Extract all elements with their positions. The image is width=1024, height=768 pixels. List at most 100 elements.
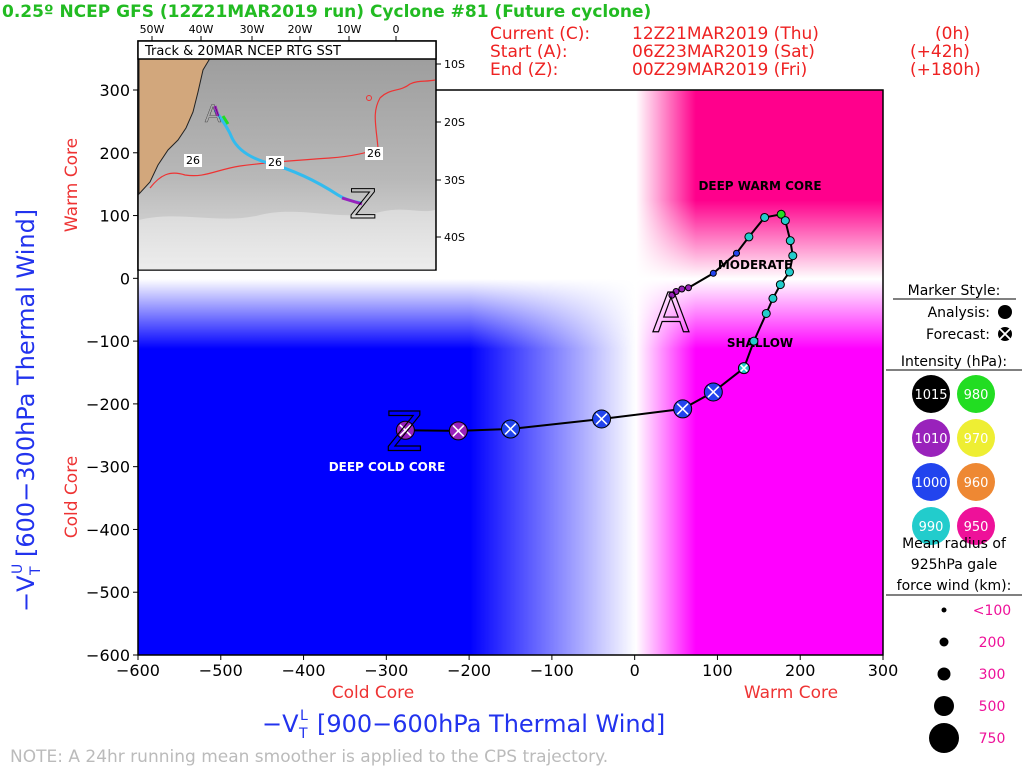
radius-item: 300: [937, 667, 1006, 683]
track-point: [448, 421, 468, 441]
track-point: [501, 419, 520, 439]
radius-title-1: Mean radius of: [902, 536, 1007, 552]
x-tick-label: 300: [868, 661, 899, 680]
svg-text:−V: −V: [262, 710, 299, 738]
analysis-marker: [998, 305, 1012, 319]
inset-lat-label: 10S: [444, 58, 465, 71]
x-axis-title: −V T L [900−600hPa Thermal Wind]: [262, 708, 665, 742]
intensity-item: 1010: [912, 419, 950, 457]
current-date: 12Z21MAR2019 (Thu): [632, 24, 819, 44]
analysis-label: Analysis:: [928, 305, 990, 321]
radius-label: <100: [973, 603, 1011, 619]
x-tick-label: 100: [702, 661, 733, 680]
intensity-item: 1000: [912, 463, 950, 501]
svg-text:T: T: [28, 566, 44, 576]
x-tick-label: −600: [116, 661, 160, 680]
inset-sst-label: 26: [268, 156, 282, 169]
x-warm-core-label: Warm Core: [744, 683, 838, 703]
intensity-label: 1010: [914, 432, 947, 447]
track-point: [780, 216, 790, 226]
intensity-title: Intensity (hPa):: [901, 354, 1007, 370]
svg-text:[900−600hPa Thermal Wind]: [900−600hPa Thermal Wind]: [317, 710, 665, 738]
current-offset: (0h): [935, 24, 970, 44]
plot-frame: [137, 89, 884, 656]
inset-sst-label: 26: [186, 154, 200, 167]
inset-lon-ticks: 50W 40W 30W 20W 10W 0: [140, 23, 400, 41]
track-point: [775, 280, 785, 290]
intensity-item: 990: [912, 507, 950, 545]
track-point: [672, 288, 680, 296]
shallow-label: SHALLOW: [727, 336, 793, 350]
x-axis: −600 −500 −400 −300 −200 −100 0 100 200 300: [116, 655, 898, 680]
track-point: [784, 267, 794, 277]
end-offset: (+180h): [910, 60, 981, 80]
track-point: [673, 399, 693, 419]
x-tick-label: 200: [785, 661, 816, 680]
y-axis: 300 200 100 0 −100 −200 −300 −400 −500 −600: [86, 81, 138, 665]
radius-item: 500: [934, 696, 1005, 716]
svg-text:−V: −V: [12, 575, 40, 612]
inset-end-marker: Z: [349, 182, 376, 228]
radius-title-2: 925hPa gale: [911, 557, 997, 573]
track-point: [737, 362, 750, 375]
track-end-letter: Z: [386, 400, 423, 463]
forecast-label: Forecast:: [926, 327, 990, 343]
track-point: [768, 293, 778, 303]
intensity-item: 1015: [912, 375, 950, 413]
intensity-label: 970: [964, 432, 989, 447]
y-tick-label: 300: [99, 81, 130, 100]
start-date: 06Z23MAR2019 (Sat): [632, 42, 815, 62]
forecast-marker: [998, 327, 1012, 341]
y-tick-label: −300: [86, 458, 130, 477]
track-points: [395, 209, 798, 441]
inset-title: Track & 20MAR NCEP RTG SST: [144, 44, 341, 59]
inset-lat-label: 20S: [444, 116, 465, 129]
track-point: [678, 285, 686, 293]
intensity-label: 1015: [914, 388, 947, 403]
track-point: [592, 409, 612, 429]
intensity-label: 960: [964, 476, 989, 491]
radius-item: 200: [939, 635, 1006, 651]
track-point: [761, 308, 771, 318]
radius-label: 300: [979, 667, 1006, 683]
legend: Marker Style: Analysis: Forecast: Intens…: [886, 283, 1022, 753]
svg-text:[600−300hPa Thermal Wind]: [600−300hPa Thermal Wind]: [12, 209, 40, 557]
deep-cold-core-label: DEEP COLD CORE: [329, 460, 446, 474]
inset-lon-label: 40W: [189, 23, 214, 36]
y-tick-label: 200: [99, 144, 130, 163]
radius-item: 750: [929, 723, 1005, 753]
svg-text:L: L: [300, 708, 308, 724]
y-tick-label: −100: [86, 332, 130, 351]
inset-lon-label: 20W: [288, 23, 313, 36]
intensity-label: 980: [964, 388, 989, 403]
y-cold-core-label: Cold Core: [62, 456, 82, 539]
x-tick-label: −100: [530, 661, 574, 680]
track-point: [395, 420, 415, 440]
y-tick-label: −500: [86, 583, 130, 602]
track-start-letter: A: [652, 281, 689, 344]
chart-title: 0.25º NCEP GFS (12Z21MAR2019 run) Cyclon…: [2, 2, 651, 22]
y-tick-label: −200: [86, 395, 130, 414]
y-tick-label: −600: [86, 646, 130, 665]
x-tick-label: 0: [630, 661, 640, 680]
inset-lon-label: 50W: [140, 23, 165, 36]
track-point: [776, 209, 786, 219]
radius-legend: <100 200 300 500 750: [929, 603, 1011, 753]
inset-lat-label: 40S: [444, 231, 465, 244]
inset-lat-ticks: 10S 20S 30S 40S: [436, 58, 465, 244]
y-tick-label: −400: [86, 520, 130, 539]
track-line: [405, 213, 794, 432]
start-label: Start (A):: [490, 42, 568, 62]
x-cold-core-label: Cold Core: [332, 683, 415, 703]
inset-sst-label: 26: [367, 147, 381, 160]
radius-title-3: force wind (km):: [897, 578, 1012, 594]
x-tick-label: −200: [447, 661, 491, 680]
radius-label: 200: [979, 635, 1006, 651]
inset-start-marker: A: [205, 100, 222, 128]
inset-lon-label: 10W: [337, 23, 362, 36]
radius-item: <100: [941, 603, 1011, 619]
inset-lon-label: 30W: [240, 23, 265, 36]
end-date: 00Z29MAR2019 (Fri): [632, 60, 807, 80]
header-info: Current (C): 12Z21MAR2019 (Thu) (0h) Sta…: [490, 24, 981, 80]
